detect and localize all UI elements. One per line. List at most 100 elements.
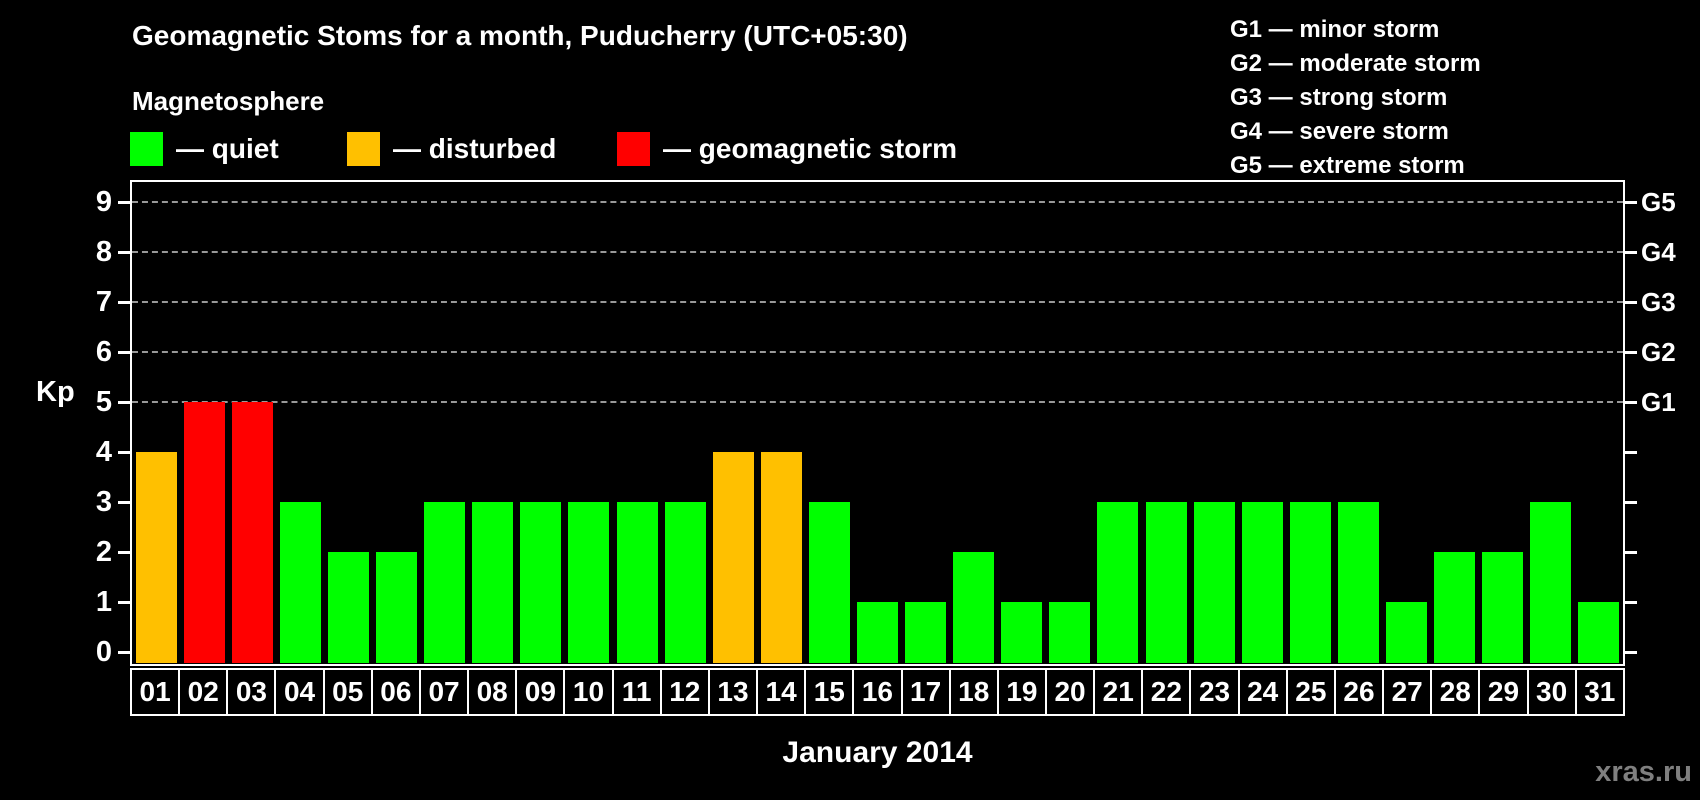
bar-day-28: [1434, 552, 1475, 663]
day-label-19: 19: [996, 670, 1045, 714]
day-label-21: 21: [1093, 670, 1141, 714]
x-axis-title: January 2014: [782, 736, 973, 769]
bar-day-16: [857, 602, 898, 663]
y-tick-right: [1625, 451, 1637, 454]
bar-day-24: [1242, 502, 1283, 663]
bar-day-26: [1338, 502, 1379, 663]
day-label-24: 24: [1237, 670, 1286, 714]
y-tick-right: [1625, 251, 1637, 254]
day-label-07: 07: [418, 670, 467, 714]
day-label-12: 12: [659, 670, 708, 714]
magnetosphere-label: Magnetosphere: [132, 86, 325, 116]
day-label-22: 22: [1141, 670, 1189, 714]
y-tick-right: [1625, 601, 1637, 604]
day-label-05: 05: [322, 670, 371, 714]
bar-day-12: [665, 502, 706, 663]
y-axis-title: Kp: [36, 376, 75, 408]
day-label-28: 28: [1430, 670, 1478, 714]
y-tick-label: 8: [95, 236, 112, 268]
g-scale-legend: G1 — minor storm G2 — moderate storm G3 — …: [1230, 13, 1481, 183]
y-tick-label: 6: [95, 336, 112, 368]
y-tick-right: [1625, 301, 1637, 304]
g-level-label: G5: [1641, 187, 1676, 217]
y-tick-right: [1625, 201, 1637, 204]
g-level-label: G2: [1641, 337, 1676, 367]
day-label-29: 29: [1478, 670, 1526, 714]
g-legend-line-2: G2 — moderate storm: [1230, 50, 1481, 77]
y-tick-right: [1625, 351, 1637, 354]
day-label-09: 09: [515, 670, 563, 714]
day-label-20: 20: [1044, 670, 1093, 714]
y-tick-label: 7: [95, 286, 112, 318]
plot-area: [130, 180, 1625, 666]
y-tick-label: 2: [95, 536, 112, 568]
legend-label-quiet: — quiet: [176, 133, 279, 164]
gridline-kp6: [132, 351, 1623, 353]
day-label-27: 27: [1382, 670, 1430, 714]
g-legend-line-5: G5 — extreme storm: [1230, 152, 1465, 179]
bar-day-09: [520, 502, 561, 663]
y-tick-label: 1: [95, 586, 112, 618]
y-tick-label: 3: [95, 486, 112, 518]
bar-day-03: [232, 402, 273, 663]
bar-day-14: [761, 452, 802, 663]
bar-day-23: [1194, 502, 1235, 663]
bar-day-27: [1386, 602, 1427, 663]
x-axis-day-row: 01 02 03 04 05 06 07 08 09 10 11 12 13 14 15 16 17 18 19 20…: [130, 668, 1625, 716]
day-label-31: 31: [1574, 670, 1623, 714]
bar-day-15: [809, 502, 850, 663]
legend-swatch-quiet: [130, 132, 163, 166]
day-label-02: 02: [178, 670, 226, 714]
y-tick-left: [118, 601, 130, 604]
y-tick-left: [118, 651, 130, 654]
day-label-11: 11: [611, 670, 660, 714]
gridline-kp7: [132, 301, 1623, 303]
bar-day-06: [376, 552, 417, 663]
bar-day-31: [1578, 602, 1619, 663]
day-label-16: 16: [852, 670, 900, 714]
y-tick-label: 9: [95, 186, 112, 218]
chart-title: Geomagnetic Stoms for a month, Puducherr…: [132, 20, 908, 51]
y-tick-left: [118, 251, 130, 254]
g-level-label: G4: [1641, 237, 1676, 267]
y-tick-left: [118, 501, 130, 504]
day-label-04: 04: [274, 670, 322, 714]
day-label-14: 14: [756, 670, 804, 714]
y-tick-right: [1625, 501, 1637, 504]
legend-label-disturbed: — disturbed: [393, 133, 557, 164]
watermark: xras.ru: [1595, 756, 1692, 788]
y-tick-left: [118, 401, 130, 404]
y-tick-left: [118, 451, 130, 454]
legend-swatch-storm: [617, 132, 650, 166]
day-label-01: 01: [139, 676, 171, 707]
y-tick-left: [118, 201, 130, 204]
y-tick-right: [1625, 651, 1637, 654]
gridline-kp9: [132, 201, 1623, 203]
gridline-kp5: [132, 401, 1623, 403]
day-label-13: 13: [707, 670, 756, 714]
bar-day-11: [617, 502, 658, 663]
day-label-06: 06: [370, 670, 419, 714]
bar-day-22: [1146, 502, 1187, 663]
y-tick-left: [118, 351, 130, 354]
legend-swatch-disturbed: [347, 132, 380, 166]
bar-day-01: [136, 452, 177, 663]
day-label-30: 30: [1526, 670, 1575, 714]
gridline-kp8: [132, 251, 1623, 253]
bar-day-08: [472, 502, 513, 663]
bar-day-19: [1001, 602, 1042, 663]
bar-day-20: [1049, 602, 1090, 663]
y-tick-label: 5: [95, 386, 112, 418]
y-tick-left: [118, 551, 130, 554]
bar-day-21: [1097, 502, 1138, 663]
day-label-17: 17: [900, 670, 949, 714]
day-label-03: 03: [226, 670, 274, 714]
y-tick-label: 0: [95, 636, 112, 668]
day-label-08: 08: [467, 670, 515, 714]
y-tick-right: [1625, 401, 1637, 404]
bar-day-13: [713, 452, 754, 663]
bar-day-17: [905, 602, 946, 663]
day-label-10: 10: [563, 670, 611, 714]
y-tick-left: [118, 301, 130, 304]
